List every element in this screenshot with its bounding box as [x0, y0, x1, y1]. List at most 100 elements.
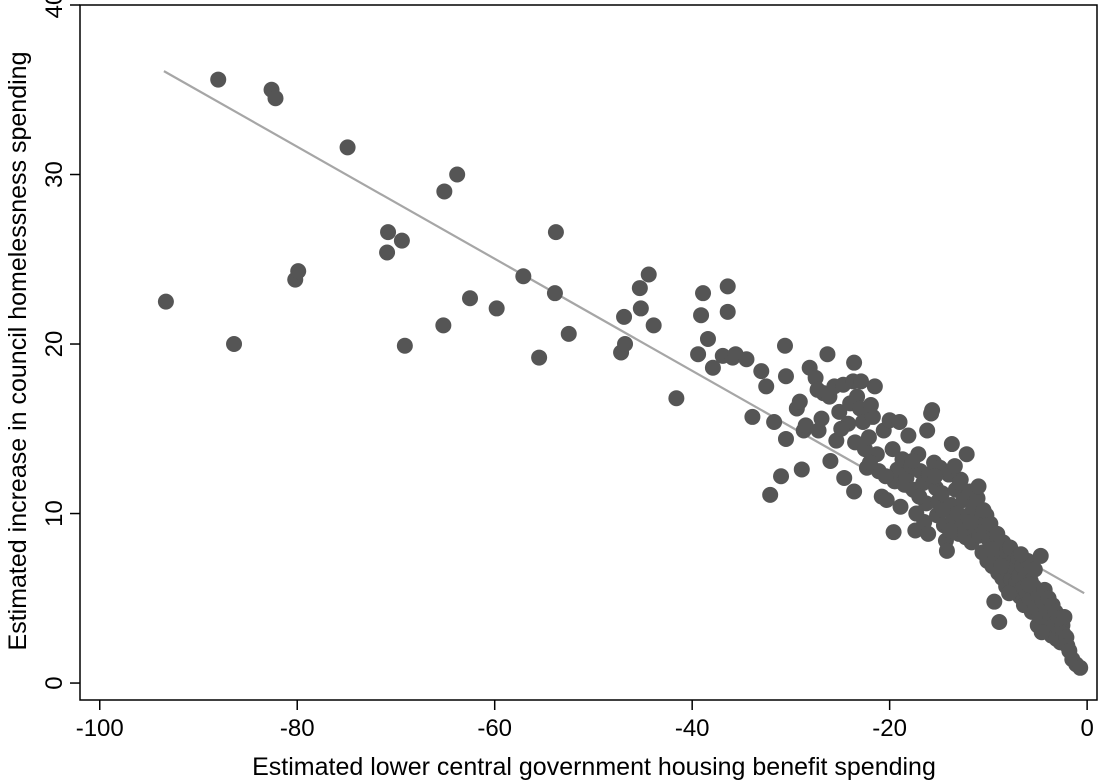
data-point	[744, 408, 761, 425]
data-point	[860, 429, 877, 446]
data-point	[690, 346, 707, 363]
data-point	[704, 359, 721, 376]
data-point	[969, 490, 986, 507]
data-point	[941, 522, 958, 539]
data-point	[819, 346, 836, 363]
data-point	[645, 317, 662, 334]
data-point	[753, 363, 770, 380]
data-point	[885, 524, 902, 541]
data-point	[693, 307, 710, 324]
data-point	[951, 475, 968, 492]
data-point	[777, 368, 794, 385]
data-point	[853, 373, 870, 390]
data-point	[773, 468, 790, 485]
data-point	[831, 403, 848, 420]
data-point	[983, 541, 1000, 558]
data-point	[396, 337, 413, 354]
data-point	[943, 436, 960, 453]
data-point	[435, 317, 452, 334]
data-point	[380, 224, 397, 241]
data-point	[640, 266, 657, 283]
plot-border	[79, 4, 1098, 701]
data-point	[970, 478, 987, 495]
data-point	[449, 166, 466, 183]
points-layer	[157, 71, 1089, 676]
y-tick-label: 30	[41, 161, 68, 188]
data-point	[339, 139, 356, 156]
y-tick-label: 0	[41, 676, 68, 689]
data-point	[777, 430, 794, 447]
data-point	[846, 354, 863, 371]
data-point	[862, 397, 879, 414]
x-tick-label: -20	[872, 715, 907, 742]
data-point	[900, 427, 917, 444]
data-point	[758, 378, 775, 395]
data-point	[226, 336, 243, 353]
data-point	[668, 390, 685, 407]
data-point	[462, 290, 479, 307]
data-point	[1072, 659, 1089, 676]
data-point	[975, 502, 992, 519]
x-tick-label: -60	[477, 715, 512, 742]
data-point	[938, 542, 955, 559]
data-point	[904, 452, 921, 469]
x-axis-label: Estimated lower central government housi…	[252, 753, 936, 781]
data-point	[807, 369, 824, 386]
data-point	[864, 408, 881, 425]
data-point	[866, 378, 883, 395]
data-point	[436, 183, 453, 200]
data-point	[210, 71, 227, 88]
data-point	[924, 402, 941, 419]
data-point	[1012, 546, 1029, 563]
data-point	[379, 244, 396, 261]
data-point	[793, 461, 810, 478]
data-point	[1033, 624, 1050, 641]
data-point	[719, 278, 736, 295]
data-point	[833, 420, 850, 437]
data-point	[962, 514, 979, 531]
data-point	[738, 351, 755, 368]
data-point	[157, 293, 174, 310]
data-point	[911, 488, 928, 505]
y-tick-label: 10	[41, 500, 68, 527]
data-point	[920, 525, 937, 542]
data-point	[531, 349, 548, 366]
data-point	[699, 330, 716, 347]
data-point	[1001, 585, 1018, 602]
data-point	[822, 452, 839, 469]
y-axis-label: Estimated increase in council homelessne…	[4, 52, 32, 651]
data-point	[927, 468, 944, 485]
y-tick-label: 20	[41, 331, 68, 358]
x-tick-label: -100	[76, 715, 124, 742]
data-point	[515, 268, 532, 285]
data-point	[934, 502, 951, 519]
data-point	[1020, 576, 1037, 593]
data-point	[546, 285, 563, 302]
x-tick-label: -80	[280, 715, 315, 742]
data-point	[861, 454, 878, 471]
data-point	[632, 300, 649, 317]
data-point	[813, 410, 830, 427]
data-point	[877, 468, 894, 485]
x-tick-label: -40	[675, 715, 710, 742]
data-point	[846, 483, 863, 500]
data-point	[617, 336, 634, 353]
data-point	[892, 498, 909, 515]
plot-frame	[79, 4, 1098, 701]
data-point	[560, 325, 577, 342]
data-point	[776, 337, 793, 354]
data-point	[766, 414, 783, 430]
y-tick-label: 40	[41, 0, 68, 18]
data-point	[719, 303, 736, 320]
data-point	[797, 417, 814, 434]
data-point	[393, 232, 410, 249]
data-point	[695, 285, 712, 302]
data-point	[946, 458, 963, 475]
data-point	[290, 263, 307, 280]
data-point	[547, 224, 564, 241]
x-tick-label: 0	[1080, 715, 1093, 742]
data-point	[267, 90, 284, 107]
data-point	[791, 393, 808, 410]
data-point	[884, 441, 901, 458]
data-point	[933, 485, 950, 502]
